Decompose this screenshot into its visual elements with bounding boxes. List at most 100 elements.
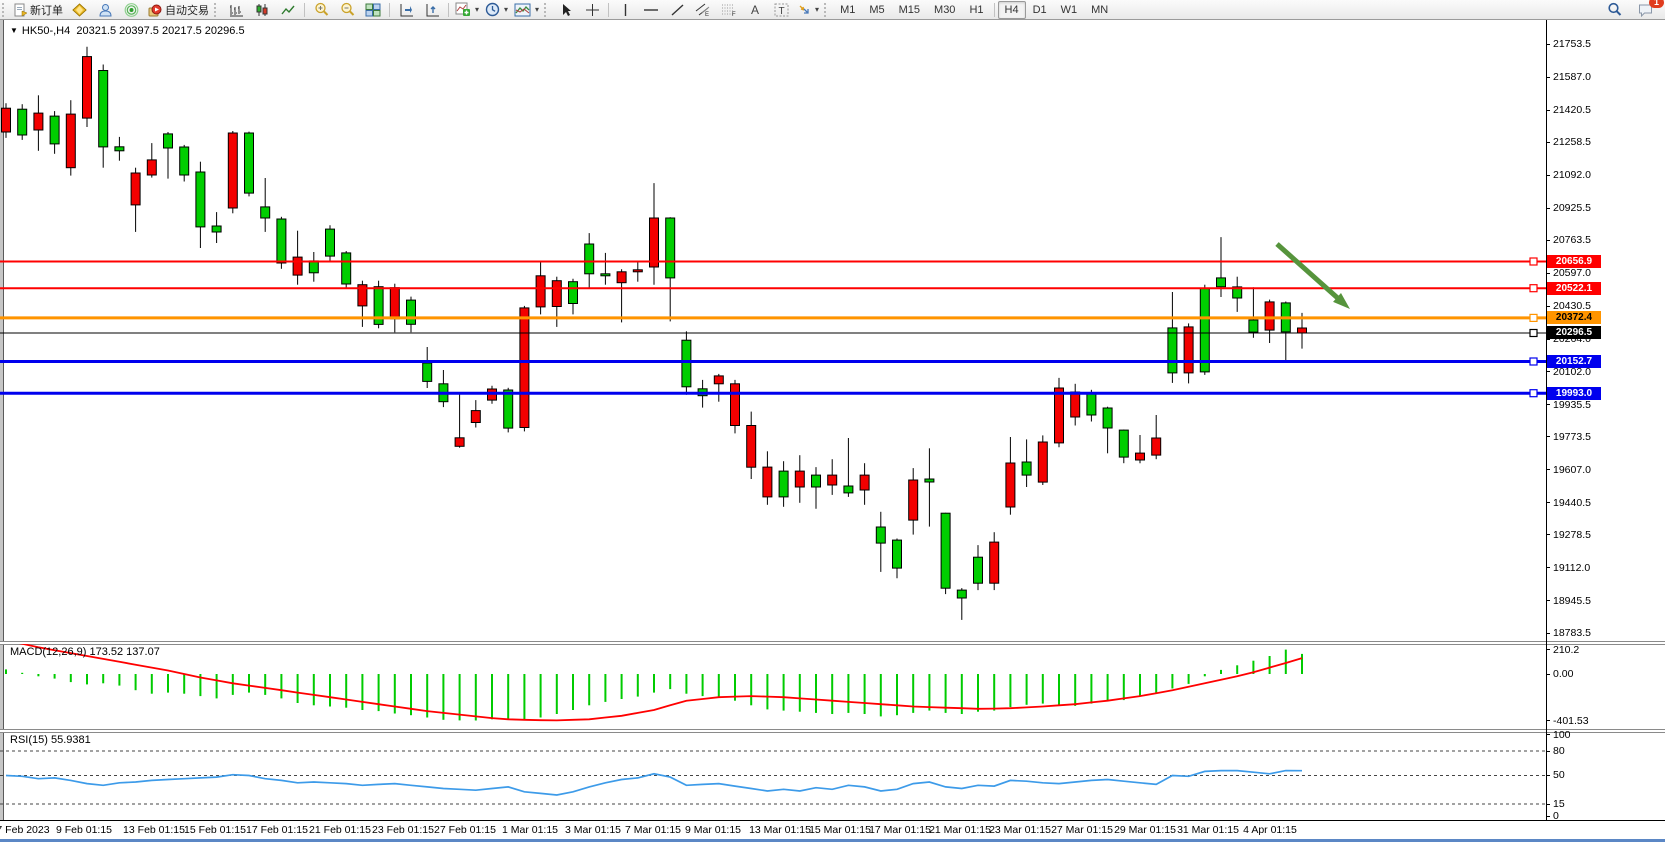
templates-button[interactable]: ▾ [511,0,542,19]
trendline-button[interactable] [664,0,690,19]
macd-bar [1171,674,1174,689]
macd-bar [863,674,866,714]
price-level-badge: 20152.7 [1547,354,1601,368]
macd-bar [620,674,623,699]
macd-bar [1009,674,1012,708]
candlestick-plot[interactable] [0,20,1546,641]
axis-tick: 21258.5 [1546,136,1665,148]
panel-splitter[interactable] [0,641,1665,645]
axis-tick: 21753.5 [1546,38,1665,50]
tile-windows-icon [365,3,381,16]
line-handle[interactable] [1529,313,1538,322]
new-order-button[interactable]: 新订单 [11,0,66,19]
indicators-button[interactable]: ▾ [452,0,482,19]
toolbar-grip[interactable] [214,2,221,17]
candle [389,283,400,333]
macd-bar [717,674,720,698]
time-axis-label: 13 Feb 01:15 [123,824,185,836]
tf-h4[interactable]: H4 [997,0,1026,19]
toolbar-grip[interactable] [2,2,9,17]
cursor-button[interactable] [553,0,579,19]
line-handle[interactable] [1529,328,1538,338]
charts-button[interactable] [66,0,92,19]
chart-shift-button[interactable] [419,0,445,19]
macd-bar [1268,656,1271,674]
macd-bar [199,674,202,697]
autotrading-button[interactable]: 自动交易 [144,0,212,19]
macd-bar [604,674,607,702]
axis-tick: 20597.0 [1546,267,1665,279]
text-label-button[interactable]: T [768,0,794,19]
zoom-out-icon [340,2,354,16]
rsi-plot[interactable] [0,732,1546,820]
zoom-out-button[interactable] [334,0,360,19]
macd-bar [766,674,769,710]
candle [114,136,125,161]
sonar-icon [124,2,138,17]
time-axis-label: 17 Feb 01:15 [246,824,308,836]
search-button[interactable] [1601,0,1627,19]
macd-bar [53,674,56,679]
macd-bar [167,674,169,693]
candle [681,331,692,395]
svg-text:E: E [705,12,709,17]
toolbar-grip[interactable] [824,2,831,17]
equidistant-channel-button[interactable]: E [690,0,716,19]
line-handle[interactable] [1529,284,1538,293]
macd-plot[interactable] [0,644,1546,729]
time-axis-label: 21 Feb 01:15 [309,824,371,836]
bar-chart-button[interactable] [223,0,249,19]
tf-m5[interactable]: M5 [869,3,885,16]
market-watch-button[interactable] [92,0,118,19]
candle [632,260,643,282]
vertical-line-button[interactable] [612,0,638,19]
candle [454,393,465,448]
zoom-in-button[interactable] [308,0,334,19]
text-button[interactable]: A [742,0,768,19]
macd-signal-line [18,644,1303,722]
candle [519,305,530,432]
macd-bar [928,674,931,711]
macd-bar [539,674,542,718]
tf-d1[interactable]: D1 [1032,3,1047,16]
tf-m1[interactable]: M1 [840,3,856,16]
axis-tick: -401.53 [1546,715,1665,727]
one-click-caret-icon[interactable]: ▼ [10,26,18,35]
annotation-arrow[interactable] [1275,242,1343,303]
axis-tick: 80 [1546,745,1665,757]
macd-bar [426,674,429,718]
periods-button[interactable]: ▾ [482,0,511,19]
macd-bar [523,674,526,721]
toolbar-grip[interactable] [544,2,551,17]
candle [1135,435,1145,464]
strategy-tester-button[interactable] [118,0,144,19]
candle [1070,383,1081,426]
horizontal-line-button[interactable] [638,0,664,19]
tile-windows-button[interactable] [360,0,386,19]
candle [875,511,886,572]
time-axis-label: 7 Feb 2023 [0,824,50,836]
line-handle[interactable] [1529,389,1538,398]
fibonacci-button[interactable]: F [716,0,742,19]
candle [956,588,967,620]
axis-tick: 19773.5 [1546,431,1665,443]
tf-w1[interactable]: W1 [1060,3,1078,16]
tf-m15[interactable]: M15 [898,3,921,16]
candlestick-chart-button[interactable] [249,0,275,19]
axis-tick: 50 [1546,769,1665,781]
macd-bar [1236,665,1239,674]
tf-mn[interactable]: MN [1091,3,1109,16]
line-chart-button[interactable] [275,0,301,19]
line-handle[interactable] [1529,357,1538,366]
tf-m30[interactable]: M30 [934,3,956,16]
arrows-button[interactable]: ▾ [794,0,822,19]
notifications-button[interactable]: 1 [1633,0,1664,19]
panel-splitter[interactable] [0,729,1665,733]
crosshair-button[interactable] [579,0,605,19]
axis-tick: 18783.5 [1546,627,1665,639]
candle [908,468,919,535]
candle [859,463,870,505]
line-handle[interactable] [1529,257,1538,266]
auto-scroll-button[interactable] [393,0,419,19]
tf-h1[interactable]: H1 [969,3,984,16]
